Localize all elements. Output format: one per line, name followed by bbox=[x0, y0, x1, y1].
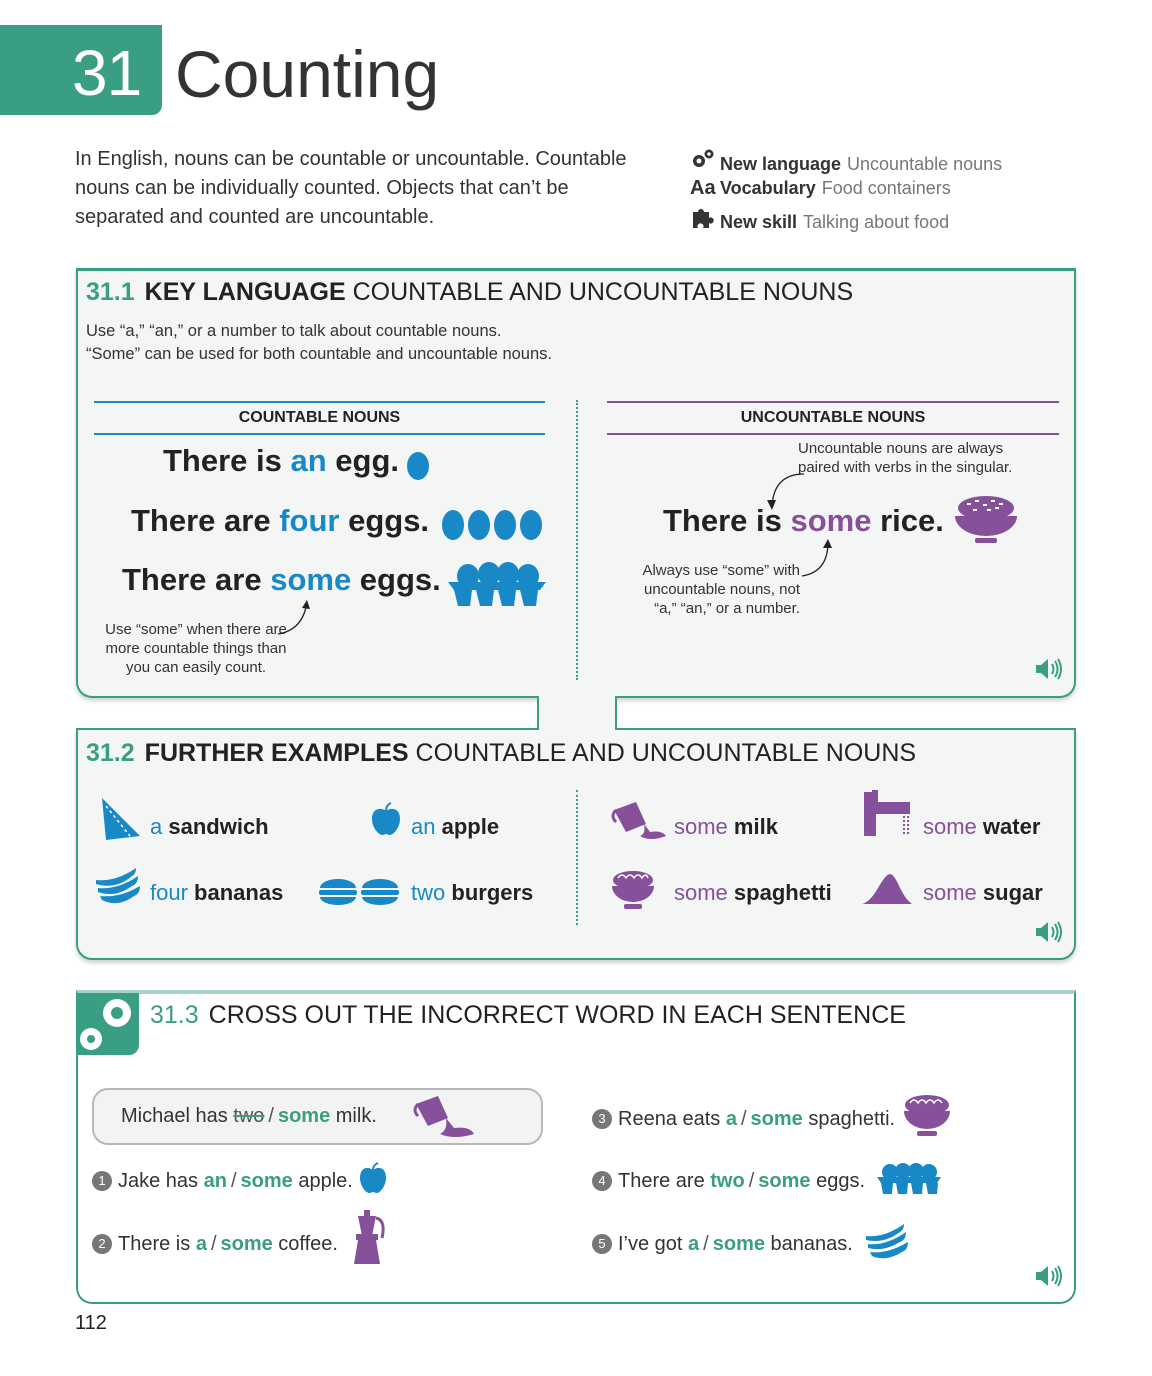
rice-bowl-icon bbox=[955, 496, 1017, 543]
milk-jug-icon bbox=[413, 1096, 474, 1137]
note-singular-verbs: Uncountable nouns are always paired with… bbox=[798, 440, 1013, 476]
milk-jug-icon bbox=[611, 802, 666, 839]
audio-speaker-icon[interactable] bbox=[1034, 920, 1062, 944]
uncountable-nouns-heading: UNCOUNTABLE NOUNS bbox=[607, 401, 1059, 435]
column-divider bbox=[576, 400, 578, 680]
apple-icon bbox=[360, 1162, 386, 1193]
meta-label: New skill bbox=[720, 212, 798, 232]
example-four-bananas: four bananas bbox=[150, 880, 284, 905]
unit-tab bbox=[0, 25, 162, 115]
meta-label: New language bbox=[720, 154, 842, 174]
audio-speaker-icon[interactable] bbox=[1034, 657, 1062, 681]
example-a-sandwich: a sandwich bbox=[150, 814, 269, 839]
spaghetti-bowl-icon bbox=[612, 871, 654, 909]
bananas-icon bbox=[866, 1224, 908, 1259]
spaghetti-bowl-icon bbox=[904, 1095, 950, 1136]
meta-new-skill: New skill Talking about food bbox=[690, 206, 949, 233]
example-some-spaghetti: some spaghetti bbox=[674, 880, 832, 905]
tap-water-icon bbox=[864, 790, 910, 836]
column-divider bbox=[576, 790, 578, 925]
example-some-sugar: some sugar bbox=[923, 880, 1043, 905]
puzzle-icon bbox=[690, 206, 720, 233]
egg-icon bbox=[407, 452, 429, 480]
apple-icon bbox=[372, 802, 400, 835]
sentence-four-eggs: There are four eggs. bbox=[131, 503, 430, 538]
meta-label: Vocabulary bbox=[720, 178, 816, 198]
sentence-an-egg: There is an egg. bbox=[163, 443, 400, 478]
question-2[interactable]: 2 There is a / some coffee. bbox=[92, 1233, 338, 1256]
note-always-some: Always use “some” with uncountable nouns… bbox=[642, 562, 800, 617]
sugar-pile-icon bbox=[862, 874, 912, 904]
arrow-icon bbox=[277, 600, 310, 635]
section-31-3 bbox=[76, 990, 1076, 1304]
coffee-pot-icon bbox=[354, 1210, 385, 1264]
question-4[interactable]: 4 There are two / some eggs. bbox=[592, 1170, 865, 1193]
example-some-water: some water bbox=[923, 814, 1041, 839]
four-eggs-icon bbox=[442, 510, 542, 540]
worked-example-sentence: Michael has two / some milk. bbox=[121, 1105, 377, 1127]
meta-value: Talking about food bbox=[803, 212, 950, 232]
section-31-1-title: 31.1 KEY LANGUAGE COUNTABLE AND UNCOUNTAB… bbox=[86, 278, 854, 306]
sandwich-icon bbox=[102, 798, 140, 840]
question-3[interactable]: 3 Reena eats a / some spaghetti. bbox=[592, 1108, 895, 1131]
arrow-icon bbox=[767, 473, 805, 510]
question-1[interactable]: 1 Jake has an / some apple. bbox=[92, 1170, 353, 1193]
gears-icon bbox=[80, 999, 131, 1050]
note-some-countable: Use “some” when there are more countable… bbox=[105, 621, 287, 676]
egg-carton-icon bbox=[448, 562, 546, 606]
panel-connector bbox=[537, 696, 617, 732]
audio-speaker-icon[interactable] bbox=[1034, 1264, 1062, 1288]
page-number: 112 bbox=[75, 1312, 107, 1334]
example-an-apple: an apple bbox=[411, 814, 500, 839]
aa-icon: Aa bbox=[690, 177, 716, 199]
unit-title: Counting bbox=[175, 37, 440, 111]
countable-nouns-heading: COUNTABLE NOUNS bbox=[94, 401, 545, 435]
egg-carton-icon bbox=[877, 1163, 941, 1194]
example-some-milk: some milk bbox=[674, 814, 778, 839]
arrow-icon bbox=[801, 539, 832, 577]
exercise-tab bbox=[77, 993, 139, 1055]
unit-number: 31 bbox=[72, 37, 142, 109]
section-31-3-title: 31.3 CROSS OUT THE INCORRECT WORD IN EACH… bbox=[150, 1001, 906, 1029]
bananas-icon bbox=[96, 868, 140, 904]
section-31-1-description: Use “a,” “an,” or a number to talk about… bbox=[86, 322, 552, 363]
meta-value: Food containers bbox=[821, 178, 951, 198]
section-31-2-title: 31.2 FURTHER EXAMPLES COUNTABLE AND UNCOU… bbox=[86, 739, 917, 767]
question-5[interactable]: 5 I’ve got a / some bananas. bbox=[592, 1233, 853, 1256]
burgers-icon bbox=[319, 879, 399, 905]
panel-connector-join bbox=[539, 727, 615, 731]
meta-value: Uncountable nouns bbox=[847, 154, 1003, 174]
example-two-burgers: two burgers bbox=[411, 880, 534, 905]
intro-text: In English, nouns can be countable or un… bbox=[75, 148, 627, 228]
meta-new-language: New language Uncountable nouns bbox=[690, 148, 1002, 175]
sentence-some-eggs: There are some eggs. bbox=[122, 562, 441, 597]
sentence-some-rice: There is some rice. bbox=[663, 503, 944, 538]
gears-icon bbox=[690, 148, 720, 175]
meta-vocabulary: Aa Vocabulary Food containers bbox=[690, 177, 951, 200]
